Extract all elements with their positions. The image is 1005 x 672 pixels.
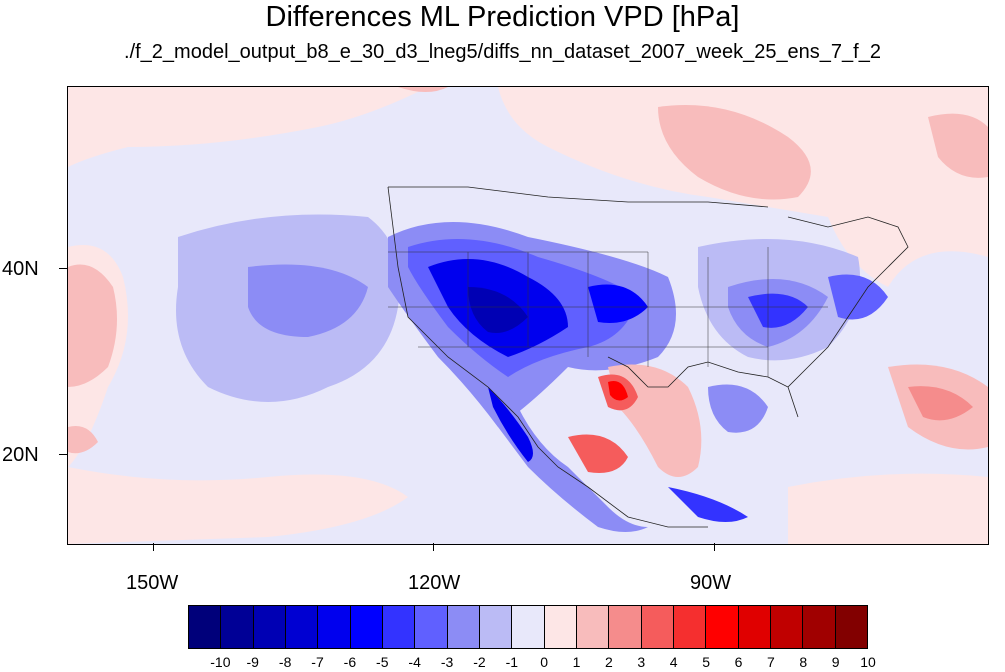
lon-label-120w: 120W — [408, 572, 461, 594]
anomaly-negative-plains-core — [588, 284, 648, 323]
colorbar-box — [576, 606, 610, 648]
anomaly-negative-baja — [488, 387, 533, 462]
anomaly-positive-south — [68, 467, 408, 544]
colorbar-box — [512, 606, 545, 648]
colorbar-box — [318, 606, 351, 648]
colorbar-label: 4 — [669, 654, 678, 670]
colorbar-box — [189, 606, 222, 648]
colorbar-label: -7 — [311, 654, 324, 670]
anomaly-positive-mexico — [568, 434, 628, 473]
anomaly-negative-east-us-core — [748, 293, 808, 328]
anomaly-positive-small — [398, 87, 448, 92]
colorbar-label: -8 — [278, 654, 292, 670]
anomaly-positive-texas-core — [608, 381, 628, 401]
anomaly-negative-central-america — [668, 487, 748, 522]
tick-20n — [59, 454, 67, 455]
colorbar-box — [673, 606, 707, 648]
state-borders — [388, 247, 828, 377]
colorbar-label: -2 — [473, 654, 486, 670]
colorbar-box — [350, 606, 383, 648]
colorbar-label: 6 — [734, 654, 743, 670]
colorbar-box — [415, 606, 448, 648]
colorbar-box — [253, 606, 286, 648]
colorbar-label: 0 — [540, 654, 549, 670]
tick-40n — [59, 268, 67, 269]
colorbar-box — [221, 606, 254, 648]
colorbar-label: -4 — [408, 654, 421, 670]
colorbar-box — [285, 606, 319, 648]
colorbar-label: -1 — [505, 654, 519, 670]
lon-label-150w: 150W — [126, 572, 179, 594]
colorbar-label: 5 — [702, 654, 710, 670]
anomaly-negative-west-us-peak — [468, 287, 528, 333]
anomaly-positive-canada — [658, 105, 811, 200]
colorbar-label: 1 — [572, 654, 581, 670]
anomaly-positive-atlantic-north — [928, 113, 988, 178]
map-subtitle: ./f_2_model_output_b8_e_30_d3_lneg5/diff… — [124, 41, 881, 63]
anomaly-positive-west-core — [68, 264, 117, 387]
colorbar-box — [770, 606, 804, 648]
colorbar-box — [738, 606, 771, 648]
lat-label-40n: 40N — [2, 258, 39, 280]
colorbar-box — [382, 606, 416, 648]
colorbar-label: -3 — [440, 654, 454, 670]
colorbar-label: -6 — [343, 654, 357, 670]
tick-90w — [714, 543, 715, 551]
anomaly-negative-pacific-core — [248, 264, 368, 337]
colorbar-box — [609, 606, 642, 648]
colorbar-box — [835, 606, 867, 648]
tick-120w — [433, 543, 434, 551]
colorbar — [188, 605, 868, 649]
colorbar-box — [706, 606, 739, 648]
colorbar-box — [544, 606, 577, 648]
anomaly-positive-southeast — [788, 473, 988, 544]
colorbar-label: 2 — [605, 654, 613, 670]
colorbar-label: -9 — [246, 654, 259, 670]
anomaly-negative-gulf — [708, 384, 768, 433]
lat-label-20n: 20N — [2, 444, 39, 466]
anomaly-positive-atlantic-core — [908, 386, 973, 421]
colorbar-box — [479, 606, 513, 648]
colorbar-label: 8 — [799, 654, 808, 670]
tick-150w — [153, 543, 154, 551]
anomaly-positive-hawaii — [68, 426, 98, 454]
colorbar-label: 7 — [766, 654, 775, 670]
colorbar-label: 9 — [831, 654, 840, 670]
map-title: Differences ML Prediction VPD [hPa] — [265, 1, 740, 33]
map-canvas — [68, 87, 988, 544]
colorbar-label: 10 — [860, 654, 876, 670]
anomaly-positive-north — [68, 87, 428, 167]
colorbar-label: -10 — [210, 654, 231, 670]
colorbar-box — [447, 606, 480, 648]
colorbar-label: -5 — [376, 654, 389, 670]
coastlines — [387, 186, 909, 528]
colorbar-box — [641, 606, 674, 648]
lon-label-90w: 90W — [690, 572, 732, 594]
map-panel — [67, 86, 989, 545]
anomaly-negative-atlantic-coast — [828, 274, 888, 320]
colorbar-box — [803, 606, 836, 648]
colorbar-label: 3 — [637, 654, 646, 670]
